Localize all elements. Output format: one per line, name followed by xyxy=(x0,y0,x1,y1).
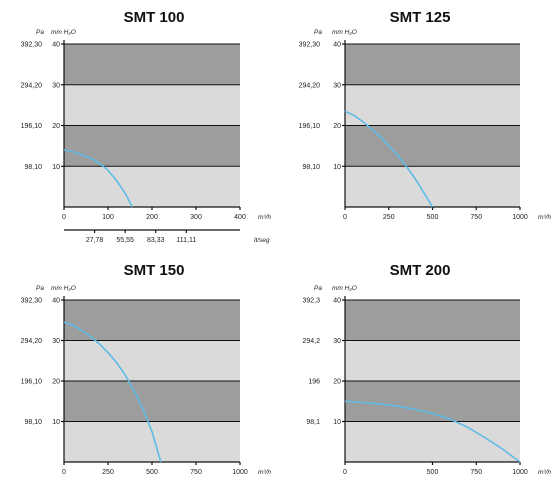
background-band xyxy=(345,166,520,207)
x2-tick-label: 83,33 xyxy=(147,237,165,244)
y-tick-label: 40 xyxy=(52,298,60,305)
y-left-unit: Pa xyxy=(314,285,322,292)
y-right-unit: mm H₂O xyxy=(332,29,357,36)
pa-tick-label: 98,10 xyxy=(24,419,42,426)
fan-curve-line xyxy=(344,400,521,463)
x-tick-label: 250 xyxy=(102,469,114,476)
background-band xyxy=(345,84,520,126)
pa-tick-label: 98,10 xyxy=(302,164,320,171)
x-tick-label: 0 xyxy=(62,469,66,476)
chart-title: SMT 200 xyxy=(390,262,451,279)
x-tick-label: 250 xyxy=(383,214,395,221)
pa-tick-label: 392,30 xyxy=(299,42,321,49)
y-tick-label: 20 xyxy=(52,123,60,130)
background-band xyxy=(64,340,240,381)
y-tick-label: 30 xyxy=(333,338,341,345)
x-tick-label: 0 xyxy=(62,214,66,221)
background-band xyxy=(64,421,240,462)
x-unit: m³/h xyxy=(538,469,551,476)
pa-tick-label: 196 xyxy=(308,379,320,386)
y-tick-label: 40 xyxy=(333,42,341,49)
x-tick-label: 750 xyxy=(470,214,482,221)
background-band xyxy=(345,340,520,381)
y-tick-label: 30 xyxy=(52,82,60,89)
y-left-unit: Pa xyxy=(36,29,44,36)
x-tick-label: 0 xyxy=(343,214,347,221)
x-tick-label: 300 xyxy=(190,214,202,221)
x-tick-label: 500 xyxy=(427,469,439,476)
x-unit: m³/h xyxy=(538,214,551,221)
x-tick-label: 400 xyxy=(234,214,246,221)
y-tick-label: 10 xyxy=(52,419,60,426)
x-unit: m³/h xyxy=(258,214,271,221)
background-band xyxy=(345,125,520,167)
pa-tick-label: 196,10 xyxy=(21,123,43,130)
background-band xyxy=(64,125,240,167)
background-band xyxy=(345,44,520,85)
x-tick-label: 200 xyxy=(146,214,158,221)
x2-tick-label: 111,11 xyxy=(176,237,196,244)
y-tick-label: 20 xyxy=(333,379,341,386)
pa-tick-label: 294,2 xyxy=(302,338,320,345)
chart-panel-2: SMT 125 Pa mm H₂O 10 98,10 20 196,10 30 294,20 40… xyxy=(299,9,552,221)
pa-tick-label: 294,20 xyxy=(21,338,43,345)
pa-tick-label: 392,3 xyxy=(302,298,320,305)
y-tick-label: 30 xyxy=(333,82,341,89)
y-left-unit: Pa xyxy=(314,29,322,36)
background-band xyxy=(345,421,520,462)
x-tick-label: 750 xyxy=(190,469,202,476)
y-tick-label: 30 xyxy=(52,338,60,345)
background-band xyxy=(64,84,240,126)
x-tick-label: 1000 xyxy=(232,469,248,476)
x2-tick-label: 27,78 xyxy=(86,237,104,244)
x-tick-label: 500 xyxy=(146,469,158,476)
chart-panel-1: SMT 100 Pa mm H₂O 10 98,10 20 196,10 30 294,20 40… xyxy=(21,9,272,244)
y-tick-label: 10 xyxy=(52,164,60,171)
background-band xyxy=(64,166,240,207)
background-band xyxy=(64,300,240,341)
y-tick-label: 10 xyxy=(333,164,341,171)
pa-tick-label: 196,10 xyxy=(21,379,43,386)
y-tick-label: 20 xyxy=(333,123,341,130)
background-band xyxy=(64,381,240,422)
pa-tick-label: 98,1 xyxy=(306,419,320,426)
x2-unit: lt/seg xyxy=(254,237,270,244)
y-tick-label: 40 xyxy=(333,298,341,305)
y-right-unit: mm H₂O xyxy=(51,29,76,36)
x-tick-label: 1000 xyxy=(512,214,528,221)
pa-tick-label: 196,10 xyxy=(299,123,321,130)
y-tick-label: 10 xyxy=(333,419,341,426)
x-tick-label: 1000 xyxy=(512,469,528,476)
x2-tick-label: 55,55 xyxy=(116,237,134,244)
y-right-unit: mm H₂O xyxy=(332,285,357,292)
fan-curve-line xyxy=(63,149,133,208)
y-right-unit: mm H₂O xyxy=(51,285,76,292)
chart-panel-3: SMT 150 Pa mm H₂O 10 98,10 20 196,10 30 294,20 40… xyxy=(21,262,272,476)
y-tick-label: 40 xyxy=(52,42,60,49)
x-tick-label: 0 xyxy=(343,469,347,476)
pa-tick-label: 98,10 xyxy=(24,164,42,171)
y-left-unit: Pa xyxy=(36,285,44,292)
pa-tick-label: 392,30 xyxy=(21,42,43,49)
pa-tick-label: 294,20 xyxy=(21,82,43,89)
fan-curve-line xyxy=(63,321,162,463)
fan-curve-line xyxy=(344,110,434,208)
background-band xyxy=(345,381,520,422)
chart-title: SMT 100 xyxy=(124,9,185,26)
y-tick-label: 20 xyxy=(52,379,60,386)
x-tick-label: 100 xyxy=(102,214,114,221)
x-tick-label: 500 xyxy=(427,214,439,221)
chart-title: SMT 150 xyxy=(124,262,185,279)
x-unit: m³/h xyxy=(258,469,271,476)
background-band xyxy=(64,44,240,85)
x-tick-label: 750 xyxy=(470,469,482,476)
chart-title: SMT 125 xyxy=(390,9,451,26)
pa-tick-label: 392,30 xyxy=(21,298,43,305)
pa-tick-label: 294,20 xyxy=(299,82,321,89)
chart-panel-4: SMT 200 Pa mm H₂O 10 98,1 20 196 30 294,2 40 392,3… xyxy=(302,262,551,476)
background-band xyxy=(345,300,520,341)
